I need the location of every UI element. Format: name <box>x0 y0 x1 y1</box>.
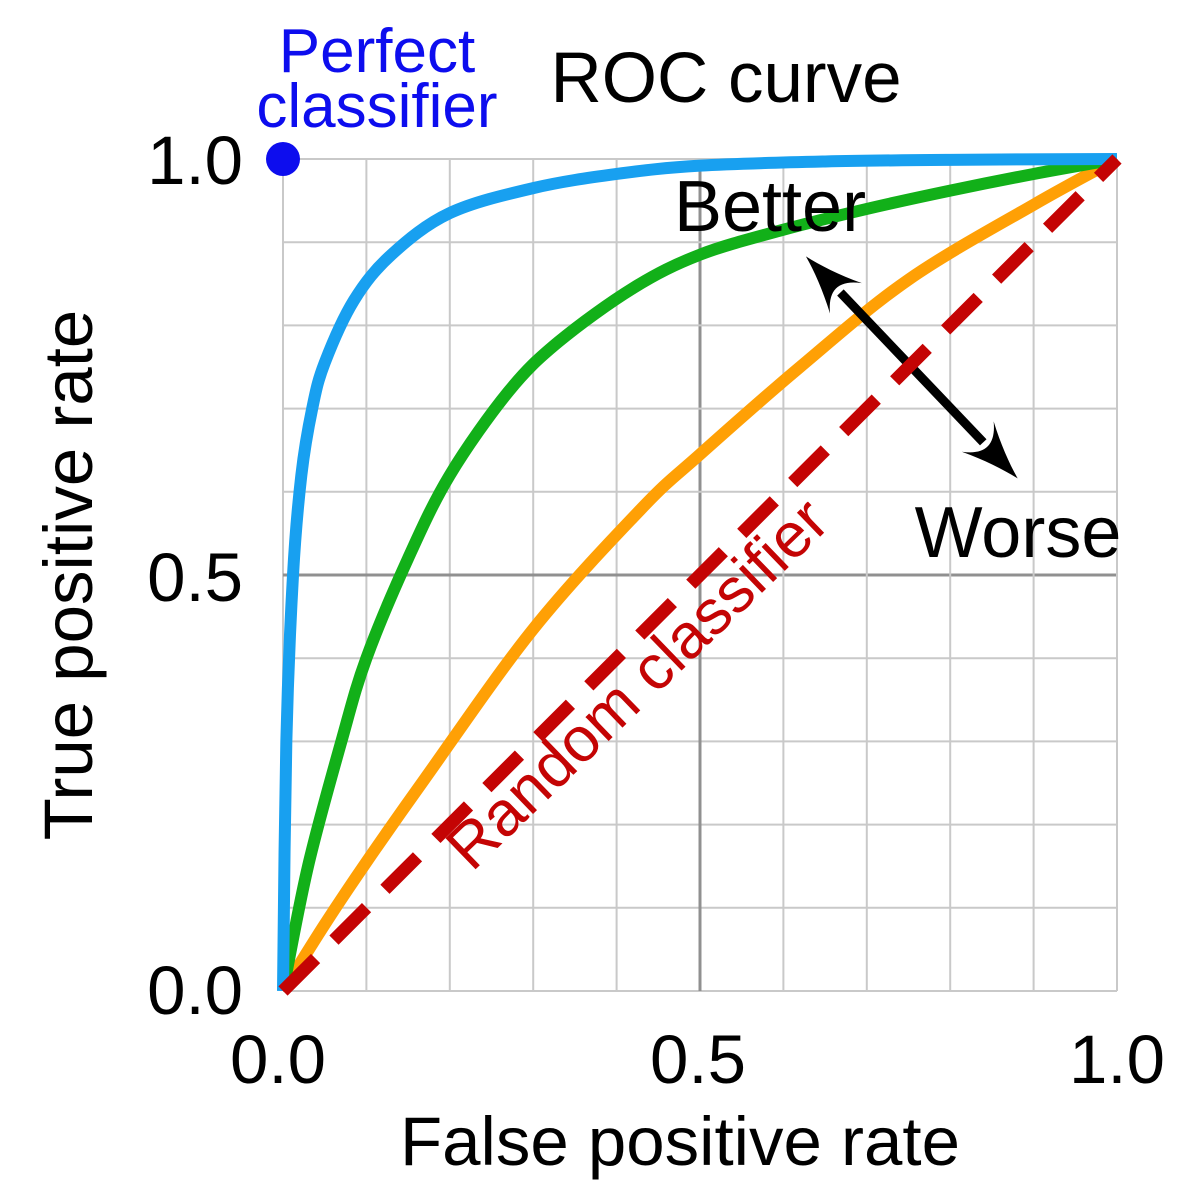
perfect-classifier-point <box>266 142 300 176</box>
x-axis-label: False positive rate <box>400 1103 960 1180</box>
better-label: Better <box>674 167 866 247</box>
y-tick-05: 0.5 <box>147 539 243 616</box>
roc-curve-blue <box>277 153 1118 992</box>
perfect-classifier-label-line2: classifier <box>256 72 497 141</box>
arrowhead-worse-icon <box>961 421 1018 479</box>
worse-label: Worse <box>915 493 1122 573</box>
y-axis-label: True positive rate <box>30 310 107 841</box>
x-tick-05: 0.5 <box>650 1021 746 1098</box>
arrowhead-better-icon <box>805 256 862 314</box>
chart-title: ROC curve <box>550 39 901 118</box>
perfect-classifier-label-line1: Perfect <box>279 17 475 86</box>
y-tick-1: 1.0 <box>147 122 243 199</box>
x-tick-0: 0.0 <box>230 1021 326 1098</box>
roc-curve-green <box>277 153 1119 993</box>
roc-curves <box>277 153 1120 995</box>
random-classifier-line <box>278 154 1122 996</box>
roc-curve-orange <box>277 153 1120 995</box>
x-tick-1: 1.0 <box>1069 1021 1165 1098</box>
y-tick-0: 0.0 <box>147 952 243 1029</box>
